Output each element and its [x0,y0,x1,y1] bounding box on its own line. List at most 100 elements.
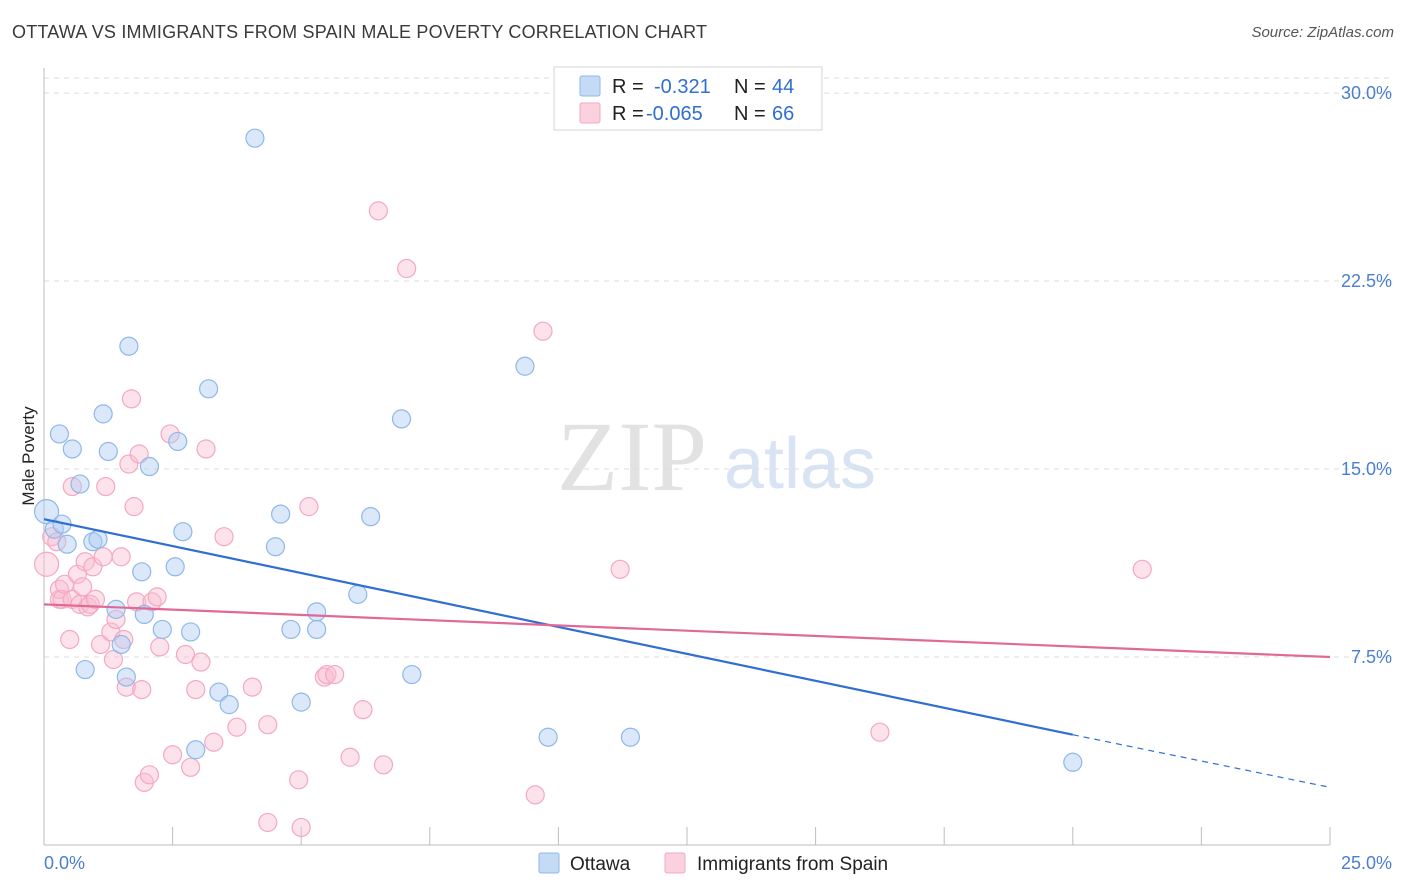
spain-point [147,587,167,607]
spain-point [33,551,60,577]
ottawa-trend-extension [1072,734,1331,788]
spain-point [1132,559,1152,579]
ottawa-point [209,682,229,702]
spain-n-label: N = [734,103,766,125]
spain-point [196,439,216,459]
ottawa-point [361,507,381,527]
ottawa-point [152,619,172,640]
ottawa-point [119,336,139,356]
spain-point [121,389,142,409]
spain-point [175,644,196,665]
spain-r-label: R = [612,103,644,125]
spain-point [242,677,262,697]
watermark-zip: ZIP [557,401,707,512]
spain-point [93,547,113,567]
ottawa-point [1063,752,1083,772]
series-legend: Ottawa Immigrants from Spain [538,852,888,875]
spain-point [106,609,126,630]
spain-point [525,785,545,805]
y-axis-label: Male Poverty [19,406,38,506]
spain-point [291,817,311,838]
ottawa-point [245,128,265,148]
spain-point [132,679,152,700]
spain-point [119,454,139,474]
spain-point [90,634,111,655]
spain-point [60,629,80,650]
ottawa-point [173,522,193,542]
y-tick-labels: 7.5% 15.0% 22.5% 30.0% [1341,83,1392,667]
watermark-atlas: atlas [724,424,876,504]
ottawa-point [165,557,185,577]
spain-point [317,664,337,685]
ottawa-point [116,667,136,687]
spain-trend-line [43,603,1331,659]
ottawa-point [49,424,70,444]
spain-point [96,476,116,497]
x-ticks [43,827,1331,845]
spain-point [163,745,183,765]
ottawa-point [307,619,327,640]
spain-point [870,722,890,742]
spain-point [85,589,106,609]
ottawa-point [348,584,368,604]
ottawa-point [538,727,558,747]
spain-r-value: -0.065 [646,103,703,125]
spain-point [129,444,149,464]
spain-point [289,770,309,790]
spain-point [299,497,319,517]
ottawa-point [181,622,201,642]
spain-point [191,652,211,672]
spain-point [533,321,553,341]
ottawa-point [106,599,126,619]
ottawa-trend-line [43,518,1074,736]
spain-point [72,577,93,597]
y-tick-label: 30.0% [1341,83,1392,103]
spain-point [368,201,388,221]
legend-ottawa-swatch [538,852,560,874]
spain-point [325,664,345,685]
ottawa-point [515,356,535,376]
ottawa-point [57,534,77,554]
ottawa-point [291,692,311,712]
spain-point [258,715,278,735]
legend-ottawa-label: Ottawa [570,854,631,875]
ottawa-point [219,695,239,715]
spain-point [258,812,278,833]
spain-point [397,258,417,279]
ottawa-point [132,562,152,582]
spain-point [610,559,630,579]
ottawa-n-value: 44 [772,76,794,98]
trend-lines [43,518,1331,788]
spain-point [204,732,224,752]
ottawa-swatch [579,75,601,97]
spain-point [139,765,160,785]
ottawa-point [75,659,95,680]
legend-spain-swatch [664,852,686,874]
chart-title: OTTAWA VS IMMIGRANTS FROM SPAIN MALE POV… [12,22,708,42]
ottawa-point [620,727,641,747]
ottawa-point [111,634,131,655]
ottawa-point [271,504,291,524]
x-tick-label-max: 25.0% [1341,853,1392,873]
spain-point [160,424,180,444]
ottawa-point [139,456,160,477]
spain-point [214,527,234,547]
spain-point [227,717,247,737]
ottawa-n-label: N = [734,76,766,98]
ottawa-point [265,537,286,557]
spain-point [373,755,394,775]
ottawa-point [281,619,301,640]
spain-n-value: 66 [772,103,794,125]
spain-point [124,497,144,517]
spain-point [186,679,206,700]
spain-point [340,747,360,767]
ottawa-point [307,602,327,622]
ottawa-point [199,379,219,399]
spain-point [62,476,82,497]
ottawa-point [402,664,422,685]
spain-point [181,757,201,777]
ottawa-point [391,409,412,429]
spain-point [114,629,134,650]
y-tick-label: 7.5% [1351,647,1392,667]
